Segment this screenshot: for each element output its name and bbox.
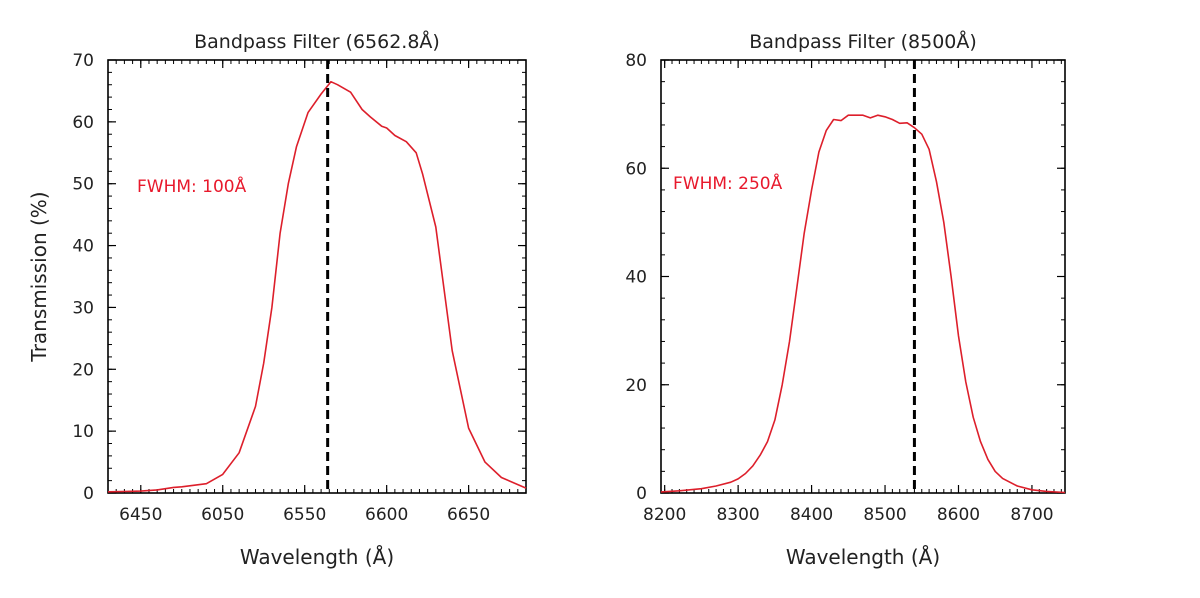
y-tick-label: 40 xyxy=(625,268,647,288)
y-tick-label: 0 xyxy=(83,484,94,504)
series-line-transmission xyxy=(660,114,1066,494)
x-tick-label: 8600 xyxy=(937,505,980,525)
x-axis-label: Wavelength (Å) xyxy=(786,545,940,569)
y-tick-label: 30 xyxy=(72,298,94,318)
y-tick-label: 80 xyxy=(625,51,647,71)
x-tick-label: 8700 xyxy=(1010,505,1053,525)
y-tick-label: 70 xyxy=(72,51,94,71)
plot-frame xyxy=(107,59,527,494)
x-tick-label: 8500 xyxy=(863,505,906,525)
y-tick-label: 20 xyxy=(625,376,647,396)
fwhm-annotation: FWHM: 250Å xyxy=(673,172,783,194)
plot-frame xyxy=(660,59,1066,494)
x-tick-label: 8300 xyxy=(716,505,759,525)
y-tick-label: 20 xyxy=(72,360,94,380)
chart-panel-6562: Bandpass Filter (6562.8Å)6450 6050 6550 660… xyxy=(27,30,527,569)
y-tick-label: 10 xyxy=(72,422,94,442)
series-line-transmission xyxy=(107,80,527,493)
x-tick-label: 6050 xyxy=(201,505,244,525)
y-tick-label: 40 xyxy=(72,237,94,257)
y-axis-label: Transmission (%) xyxy=(27,191,51,362)
chart-title: Bandpass Filter (8500Å) xyxy=(749,30,977,53)
x-tick-label: 6550 xyxy=(283,505,326,525)
x-tick-label: 6650 xyxy=(447,505,490,525)
x-tick-label: 6600 xyxy=(365,505,408,525)
y-tick-label: 50 xyxy=(72,175,94,195)
fwhm-annotation: FWHM: 100Å xyxy=(137,175,247,197)
y-tick-label: 60 xyxy=(625,159,647,179)
x-axis-label: Wavelength (Å) xyxy=(240,545,394,569)
y-tick-label: 0 xyxy=(636,484,647,504)
y-tick-label: 60 xyxy=(72,113,94,133)
x-tick-label: 8200 xyxy=(643,505,686,525)
x-tick-label: 6450 xyxy=(119,505,162,525)
chart-panel-8500: Bandpass Filter (8500Å) 8200 8300 8400 8500 8… xyxy=(625,30,1066,569)
x-tick-label: 8400 xyxy=(790,505,833,525)
chart-title: Bandpass Filter (6562.8Å) xyxy=(194,30,440,53)
